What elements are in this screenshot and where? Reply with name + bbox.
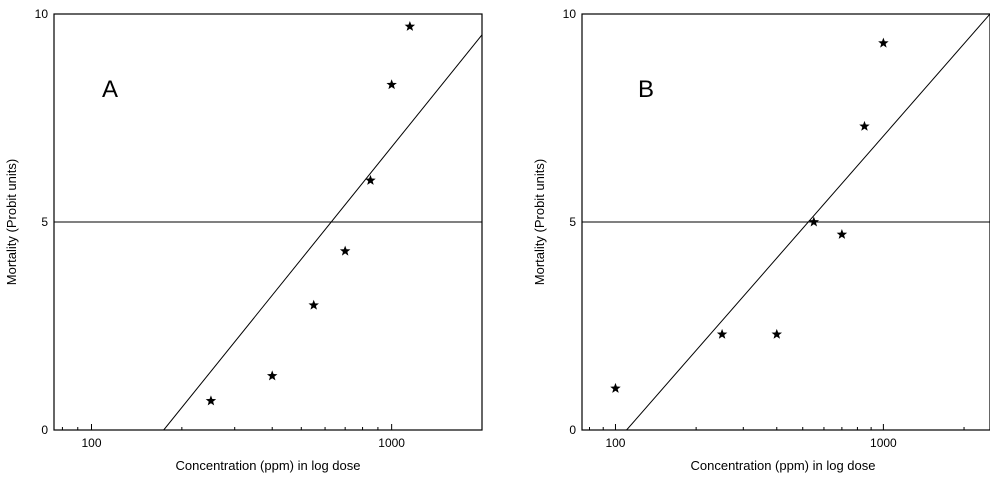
fit-line	[163, 34, 482, 430]
data-point-star	[878, 37, 889, 48]
y-tick-label: 0	[41, 423, 48, 437]
data-point-star	[859, 120, 870, 131]
x-tick-label: 100	[605, 436, 625, 450]
data-point-star	[404, 20, 416, 31]
data-point-star	[836, 228, 848, 239]
data-point-star	[771, 328, 782, 339]
y-tick-label: 5	[41, 215, 48, 229]
data-point-star	[716, 328, 728, 339]
data-point-star	[205, 395, 217, 406]
panel-b: 0 5 10 100 1000 Concentration (ppm) in log do…	[532, 7, 990, 473]
y-tick-label: 5	[569, 215, 576, 229]
data-point-star	[386, 79, 397, 90]
panel-a: 0 5 10 100 1000 Concentration (ppm) in log do…	[4, 7, 483, 473]
x-tick-label: 1000	[378, 436, 405, 450]
fit-line	[626, 14, 990, 430]
x-tick-label: 100	[81, 436, 101, 450]
x-axis-title: Concentration (ppm) in log dose	[691, 458, 876, 473]
x-axis-title: Concentration (ppm) in log dose	[176, 458, 361, 473]
panel-letter: A	[102, 76, 118, 103]
y-tick-label: 10	[35, 7, 49, 21]
panel-letter: B	[638, 76, 654, 103]
y-tick-label: 10	[563, 7, 577, 21]
data-point-star	[610, 382, 621, 393]
data-point-star	[266, 370, 278, 381]
data-point-star	[308, 299, 319, 310]
y-axis-title: Mortality (Probit units)	[532, 159, 547, 285]
x-tick-label: 1000	[870, 436, 897, 450]
y-tick-label: 0	[569, 423, 576, 437]
y-axis-title: Mortality (Probit units)	[4, 159, 19, 285]
data-point-star	[365, 174, 376, 185]
data-point-star	[808, 216, 820, 227]
data-point-star	[339, 245, 351, 256]
